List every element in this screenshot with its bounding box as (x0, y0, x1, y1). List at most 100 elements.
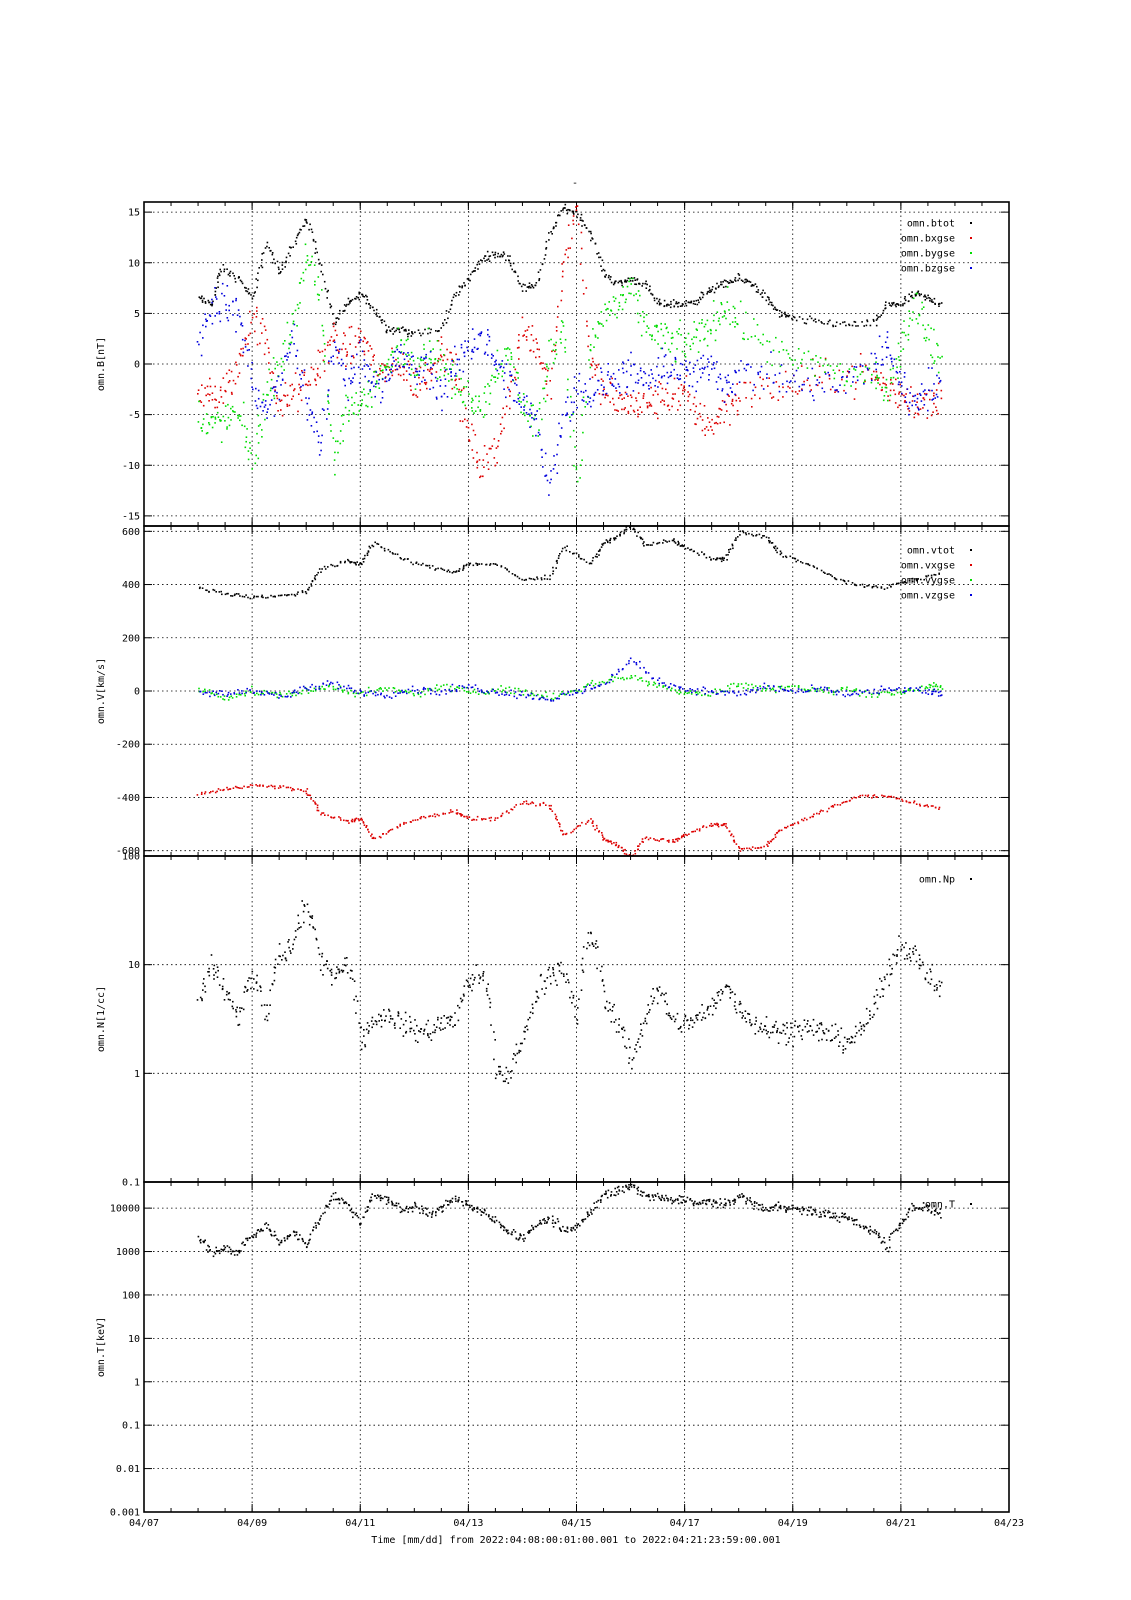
data-point (247, 365, 249, 367)
data-point (291, 336, 294, 339)
data-point (787, 353, 790, 355)
data-point (757, 291, 759, 293)
data-point (826, 364, 829, 366)
data-point (202, 337, 204, 339)
data-point (458, 568, 461, 570)
data-point (759, 397, 761, 400)
data-point (361, 391, 363, 393)
data-point (673, 841, 676, 843)
data-point (423, 348, 425, 350)
data-point (884, 307, 886, 310)
data-point (213, 978, 215, 980)
data-point (481, 818, 483, 820)
data-point (743, 692, 746, 695)
data-point (886, 346, 888, 349)
data-point (581, 414, 583, 416)
data-point (756, 847, 759, 849)
data-point (641, 411, 643, 413)
data-point (532, 578, 535, 580)
data-point (345, 368, 347, 370)
data-point (924, 389, 926, 391)
data-point (526, 286, 529, 288)
data-point (670, 371, 672, 374)
data-point (364, 692, 367, 694)
data-point (556, 472, 559, 474)
data-point (251, 386, 253, 388)
data-point (701, 292, 704, 294)
data-point (576, 691, 579, 694)
data-point (463, 689, 466, 692)
data-point (299, 302, 301, 304)
data-point (380, 401, 382, 404)
data-point (430, 328, 432, 331)
data-point (301, 590, 304, 592)
data-point (313, 577, 316, 579)
data-point (647, 838, 650, 841)
data-point (691, 338, 693, 341)
data-point (932, 805, 934, 807)
data-point (530, 349, 532, 352)
data-point (205, 589, 207, 591)
data-point (734, 277, 737, 279)
data-point (303, 374, 305, 376)
data-point (376, 315, 378, 317)
data-point (439, 348, 442, 351)
data-point (807, 563, 810, 566)
data-point (918, 803, 921, 806)
data-point (908, 579, 911, 582)
data-point (601, 680, 604, 683)
data-point (518, 346, 520, 349)
data-point (402, 353, 404, 355)
data-point (238, 352, 241, 355)
data-point (680, 545, 682, 547)
data-point (792, 824, 794, 826)
data-point (736, 413, 739, 416)
data-point (848, 690, 851, 692)
data-point (483, 466, 485, 468)
data-point (365, 294, 367, 297)
data-point (832, 693, 835, 696)
data-point (900, 304, 902, 306)
data-point (410, 389, 412, 391)
data-point (590, 405, 592, 408)
data-point (544, 380, 547, 382)
data-point (481, 818, 483, 821)
data-point (597, 252, 600, 254)
data-point (623, 531, 626, 533)
data-point (237, 309, 240, 311)
data-point (717, 416, 720, 418)
data-point (630, 351, 632, 354)
data-point (882, 382, 884, 385)
data-point (367, 828, 369, 831)
data-point (529, 426, 531, 428)
data-point (903, 394, 905, 397)
data-point (489, 392, 492, 395)
data-point (550, 699, 552, 701)
data-point (690, 300, 693, 303)
data-point (594, 374, 597, 376)
data-point (637, 299, 639, 302)
data-point (324, 568, 327, 570)
data-point (272, 372, 275, 374)
data-point (738, 847, 741, 849)
data-point (292, 246, 294, 248)
data-point (940, 389, 943, 392)
data-point (465, 686, 468, 689)
data-point (381, 319, 384, 321)
data-point (403, 329, 406, 332)
data-point (468, 393, 470, 395)
data-point (512, 379, 514, 381)
data-point (420, 816, 423, 818)
data-point (284, 382, 287, 384)
data-point (656, 325, 658, 327)
data-point (776, 547, 779, 550)
data-point (619, 531, 622, 534)
data-point (495, 368, 497, 370)
data-point (324, 287, 327, 290)
data-point (541, 694, 543, 697)
data-point (612, 385, 615, 387)
data-point (621, 668, 624, 671)
data-point (271, 371, 273, 373)
data-point (818, 813, 820, 815)
series-omn-bxgse (197, 205, 943, 479)
